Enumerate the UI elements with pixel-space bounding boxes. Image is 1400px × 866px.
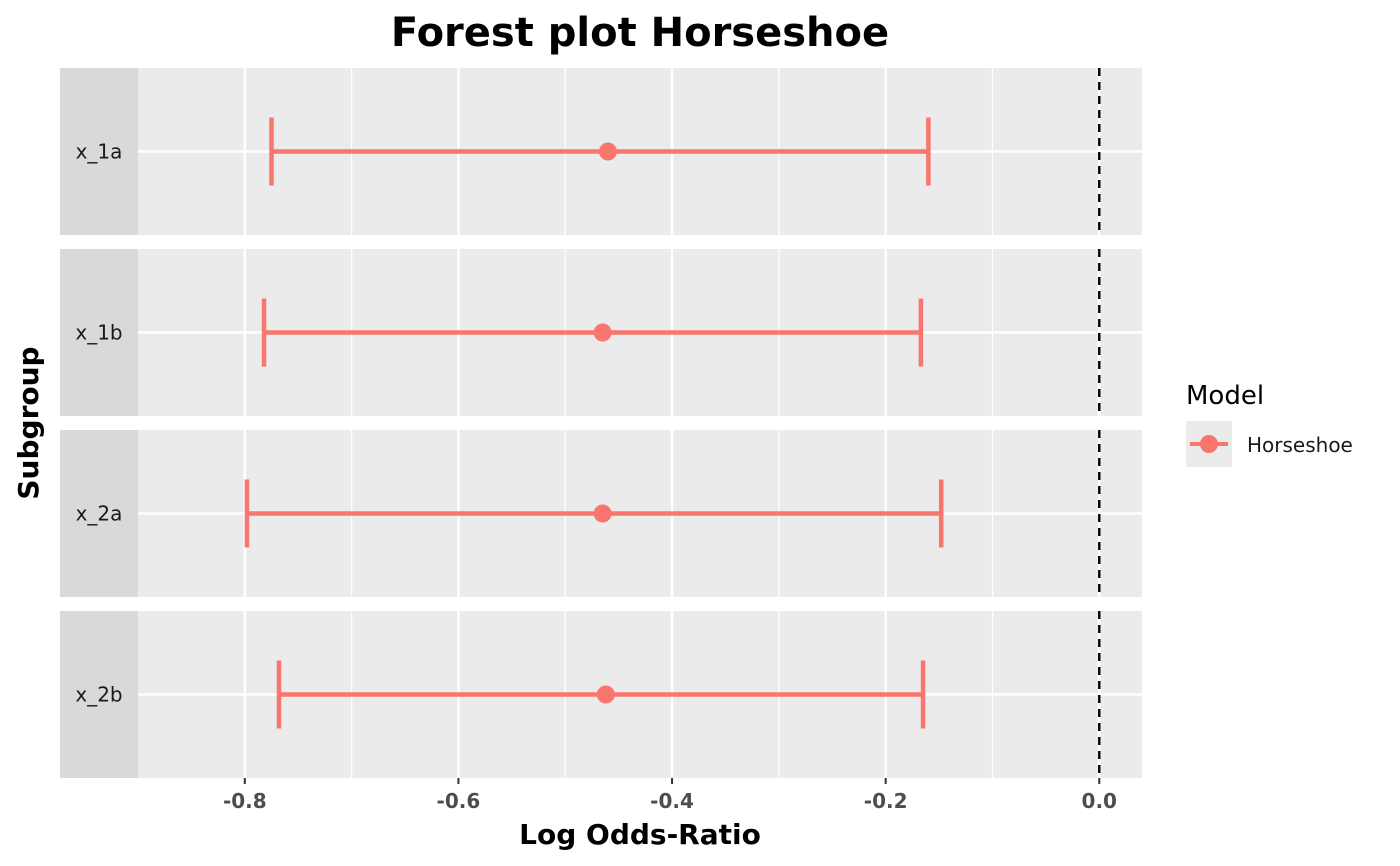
x-axis-title: Log Odds-Ratio xyxy=(519,818,761,851)
y-axis-title: Subgroup xyxy=(12,346,45,499)
panel-x_1b: x_1b xyxy=(60,249,1142,416)
subgroup-label: x_2b xyxy=(75,683,122,707)
strip-background xyxy=(60,249,138,416)
strip-background xyxy=(60,611,138,778)
estimate-point-x_1a xyxy=(598,142,617,161)
panel-x_1a: x_1a xyxy=(60,68,1142,235)
x-tick-label: -0.8 xyxy=(223,789,267,813)
estimate-point-x_1b xyxy=(593,323,612,342)
x-axis-ticks: -0.8 -0.6 -0.4 -0.2 0.0 xyxy=(223,778,1117,813)
subgroup-label: x_1b xyxy=(75,321,122,345)
subgroup-label: x_1a xyxy=(76,140,123,164)
x-tick-label: -0.2 xyxy=(864,789,908,813)
panels: x_1a x_1b x_2a x_2b xyxy=(60,68,1142,778)
x-tick-label: -0.6 xyxy=(437,789,481,813)
subgroup-label: x_2a xyxy=(76,502,123,526)
strip-background xyxy=(60,430,138,597)
x-tick-label: -0.4 xyxy=(650,789,694,813)
legend-entry-horseshoe: Horseshoe xyxy=(1247,433,1353,457)
legend-key-point xyxy=(1200,435,1218,453)
panel-x_2a: x_2a xyxy=(60,430,1142,597)
chart-title: Forest plot Horseshoe xyxy=(391,10,889,56)
legend-title: Model xyxy=(1186,381,1264,411)
legend: Model Horseshoe xyxy=(1186,381,1353,467)
x-tick-label: 0.0 xyxy=(1082,789,1117,813)
estimate-point-x_2b xyxy=(596,685,615,704)
strip-background xyxy=(60,68,138,235)
panel-x_2b: x_2b xyxy=(60,611,1142,778)
estimate-point-x_2a xyxy=(593,504,612,523)
